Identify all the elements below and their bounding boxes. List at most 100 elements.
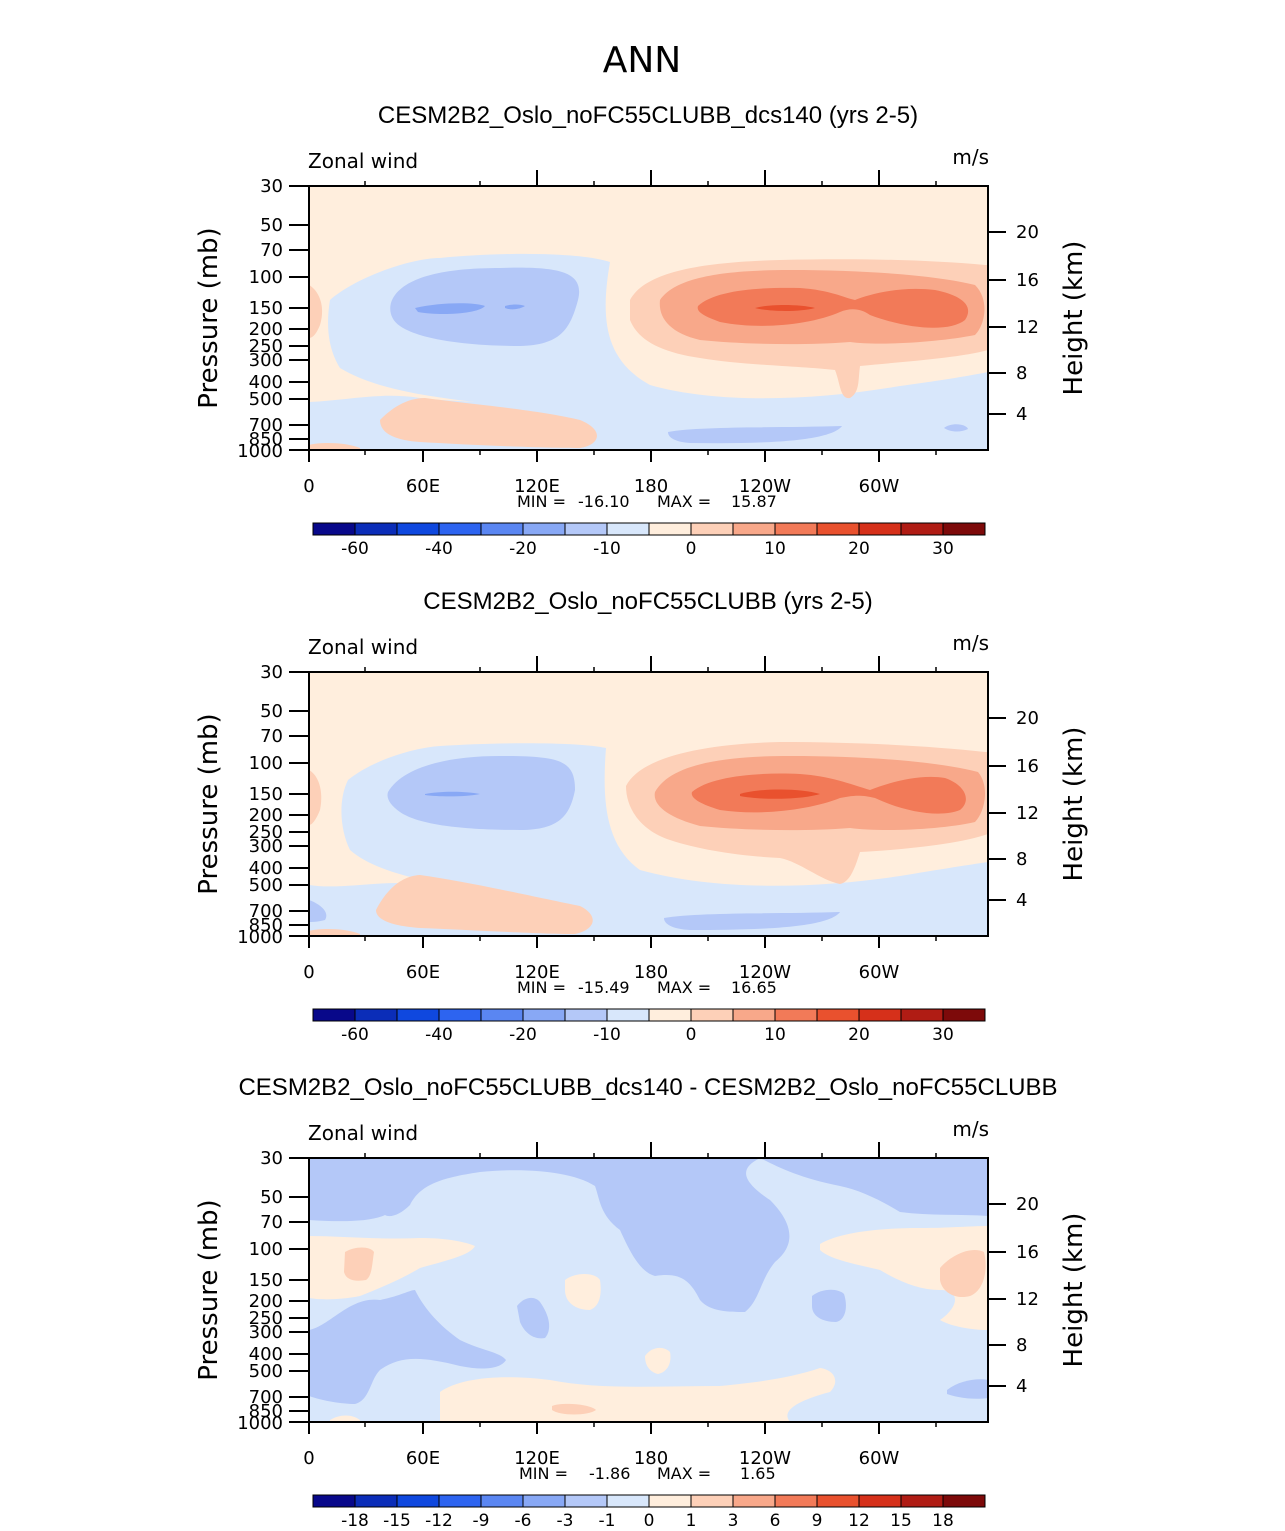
panel-2-y-tick-label: 700 xyxy=(249,901,283,922)
panel-3-upper-negative xyxy=(309,1158,988,1312)
panel-2-negative-core xyxy=(387,756,575,830)
panel-3-y2-tick-label: 20 xyxy=(1016,1194,1039,1215)
panel-3-colorbar-swatch xyxy=(312,1494,356,1508)
panel-3-x-tick-labels: 0 60E 120E 180 120W 60W xyxy=(303,1448,899,1469)
panel-3: CESM2B2_Oslo_noFC55CLUBB_dcs140 - CESM2B… xyxy=(194,1074,1089,1531)
panel-1-y-tick-label: 150 xyxy=(249,298,283,319)
panel-1-colorbar-swatch xyxy=(648,522,692,536)
panel-1-title: CESM2B2_Oslo_noFC55CLUBB_dcs140 (yrs 2-5… xyxy=(378,102,918,129)
panel-2-y-tick-label: 150 xyxy=(249,784,283,805)
panel-2-colorbar-swatch xyxy=(480,1008,524,1022)
panel-2-negative-max xyxy=(425,791,480,797)
panel-2-y2-tick-label: 4 xyxy=(1016,890,1027,911)
panel-3-x-tick-label: 0 xyxy=(303,1448,314,1469)
panel-2-colorbar-swatch xyxy=(312,1008,356,1022)
panel-3-axes xyxy=(289,1142,1006,1434)
panel-3-y-tick-label: 1000 xyxy=(237,1413,283,1434)
panel-3-y-tick-label: 100 xyxy=(249,1239,283,1260)
panel-3-colorbar-swatch xyxy=(900,1494,944,1508)
panel-1-variable-label: Zonal wind xyxy=(308,149,418,173)
panel-1-colorbar-swatch xyxy=(438,522,482,536)
panel-2-colorbar-label: 10 xyxy=(764,1025,786,1045)
panel-1-y-tick-label: 30 xyxy=(260,176,283,197)
panel-1-y2-tick-label: 20 xyxy=(1016,222,1039,243)
panel-3-colorbar-swatch xyxy=(690,1494,734,1508)
panel-3-x-tick-label: 120W xyxy=(739,1448,791,1469)
panel-1-y-tick-label: 200 xyxy=(249,319,283,340)
panel-3-x-tick-label: 60E xyxy=(406,1448,440,1469)
panel-3-colorbar-label: 12 xyxy=(848,1511,870,1531)
panel-1-positive-core xyxy=(697,287,969,328)
panel-3-colorbar-swatch xyxy=(438,1494,482,1508)
panel-1-colorbar-swatch xyxy=(942,522,986,536)
panel-3-colorbar-label: 3 xyxy=(728,1511,739,1531)
panel-1-y2-tick-labels: 20 16 12 8 4 xyxy=(1016,222,1039,425)
panel-1-y2-tick-label: 8 xyxy=(1016,363,1027,384)
panel-2-colorbar-label: -40 xyxy=(425,1025,453,1045)
panel-3-colorbar-label: -12 xyxy=(425,1511,453,1531)
page-title: ANN xyxy=(603,40,682,81)
panel-2-min-value: -15.49 xyxy=(578,978,630,997)
panel-2-y2-tick-label: 8 xyxy=(1016,849,1027,870)
panel-3-min-max: MIN = -1.86 MAX = 1.65 xyxy=(519,1464,776,1483)
panel-2-colorbar-swatch xyxy=(816,1008,860,1022)
panel-2-colorbar-swatch xyxy=(606,1008,650,1022)
panel-1-y2-tick-label: 16 xyxy=(1016,270,1039,291)
panel-3-mid-positive-2 xyxy=(645,1347,671,1374)
panel-1-x-tick-label: 60W xyxy=(859,476,900,497)
panel-2-title: CESM2B2_Oslo_noFC55CLUBB (yrs 2-5) xyxy=(423,588,873,615)
panel-2-x-tick-label: 60E xyxy=(406,962,440,983)
panel-1-y-tick-label: 850 xyxy=(249,429,283,450)
panel-2-y-tick-label: 250 xyxy=(249,822,283,843)
panel-1-y-tick-label: 1000 xyxy=(237,441,283,462)
panel-1-y-tick-label: 700 xyxy=(249,415,283,436)
panel-3-colorbar-label: -3 xyxy=(557,1511,574,1531)
panel-1-y-tick-labels: 30 50 70 100 150 200 250 300 400 500 700… xyxy=(237,176,283,462)
panel-1-colorbar-swatch xyxy=(606,522,650,536)
panel-3-colorbar-swatch xyxy=(648,1494,692,1508)
panel-3-left-positive-core xyxy=(344,1247,374,1281)
panel-2-surface-negative xyxy=(664,912,840,930)
panel-1-max-label: MAX = xyxy=(657,492,711,511)
panel-1-y-tick-label: 100 xyxy=(249,267,283,288)
panel-3-x-tick-label: 180 xyxy=(634,1448,668,1469)
panel-2-colorbar-labels: -60 -40 -20 -10 0 10 20 30 xyxy=(341,1025,954,1045)
panel-3-colorbar-label: -9 xyxy=(473,1511,490,1531)
panel-3-y-tick-label: 70 xyxy=(260,1212,283,1233)
panel-2-y-tick-labels: 30 50 70 100 150 200 250 300 400 500 700… xyxy=(237,662,283,948)
panel-2-colorbar-swatch xyxy=(564,1008,608,1022)
panel-1-y-axis-label: Pressure (mb) xyxy=(194,227,224,408)
panel-1-colorbar-swatch xyxy=(522,522,566,536)
panel-2-max-value: 16.65 xyxy=(731,978,777,997)
panel-3-max-value: 1.65 xyxy=(740,1464,776,1483)
panel-3-colorbar-swatch xyxy=(354,1494,398,1508)
panel-1-colorbar-swatch xyxy=(480,522,524,536)
panel-1-negative-core xyxy=(390,267,580,346)
panel-2-y-tick-label: 30 xyxy=(260,662,283,683)
panel-3-max-label: MAX = xyxy=(657,1464,711,1483)
panel-3-variable-label: Zonal wind xyxy=(308,1121,418,1145)
panel-1-surface-positive-2 xyxy=(309,443,360,450)
panel-2-y-tick-label: 400 xyxy=(249,858,283,879)
panel-2-min-label: MIN = xyxy=(517,978,566,997)
panel-3-contour-field xyxy=(309,1158,988,1422)
panel-2-x-tick-label: 120E xyxy=(514,962,560,983)
panel-3-colorbar-swatch xyxy=(774,1494,818,1508)
panel-3-colorbar-swatch xyxy=(816,1494,860,1508)
panel-3-colorbar-labels: -18 -15 -12 -9 -6 -3 -1 0 1 3 6 9 12 15 … xyxy=(341,1511,954,1531)
panel-3-colorbar-label: 1 xyxy=(686,1511,697,1531)
panel-3-colorbar-label: 18 xyxy=(932,1511,954,1531)
panel-2-colorbar-swatch xyxy=(774,1008,818,1022)
panel-2-y-tick-label: 300 xyxy=(249,836,283,857)
panel-3-colorbar-label: 9 xyxy=(812,1511,823,1531)
panel-2-surface-positive xyxy=(376,875,593,934)
panel-2-y-tick-label: 50 xyxy=(260,701,283,722)
panel-1-negative-max-2 xyxy=(505,304,525,310)
panel-2-colorbar-swatch xyxy=(942,1008,986,1022)
panel-1-colorbar-label: -10 xyxy=(593,539,621,559)
panel-3-plot-frame xyxy=(308,1157,989,1423)
panel-2-colorbar-swatch xyxy=(732,1008,776,1022)
panel-1-y-tick-label: 50 xyxy=(260,215,283,236)
panel-2-colorbar-label: -10 xyxy=(593,1025,621,1045)
panel-1-min-value: -16.10 xyxy=(578,492,630,511)
